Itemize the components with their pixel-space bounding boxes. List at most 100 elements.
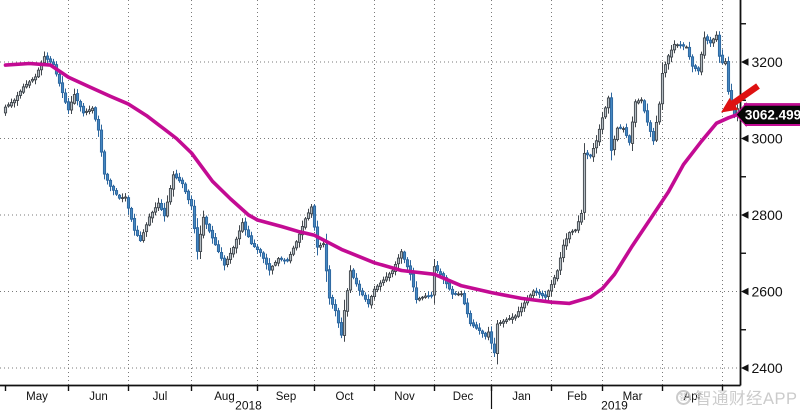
candle [414, 287, 419, 300]
candle [723, 61, 728, 65]
candle [267, 263, 272, 271]
candle [432, 266, 437, 296]
month-label: Oct [336, 391, 355, 403]
candle [156, 202, 161, 209]
candle [489, 331, 494, 344]
candle [621, 128, 626, 130]
candle [642, 100, 647, 112]
candle [495, 323, 500, 355]
candle [558, 257, 563, 271]
candle [108, 179, 113, 187]
candle [318, 244, 323, 248]
candle [225, 258, 230, 266]
month-label: Dec [453, 391, 474, 403]
candle [168, 188, 173, 203]
y-tick-arrow-icon [741, 364, 749, 372]
candle [609, 97, 614, 151]
candle [510, 316, 515, 320]
candle [78, 101, 83, 108]
candle [459, 293, 464, 296]
candle [570, 230, 575, 233]
candle [336, 310, 341, 324]
candle [456, 293, 461, 296]
candle [645, 110, 650, 123]
candle [147, 216, 152, 226]
candle [417, 297, 422, 301]
candle [720, 54, 725, 64]
year-label: 2019 [601, 399, 628, 411]
candle [252, 243, 257, 248]
candle [186, 190, 191, 201]
candle [564, 238, 569, 247]
candle [36, 69, 41, 78]
candle [573, 229, 578, 232]
candle [675, 44, 680, 47]
candle [516, 311, 521, 317]
candle [585, 152, 590, 156]
month-label: Aug [214, 391, 234, 403]
candle [402, 251, 407, 260]
candle [216, 244, 221, 252]
candle [378, 282, 383, 287]
candle [423, 295, 428, 298]
candle [72, 94, 77, 104]
month-label: Apr [684, 391, 702, 403]
y-tick-arrow-icon [741, 287, 749, 296]
month-label: Jun [89, 391, 108, 403]
candle [96, 119, 101, 131]
price-flag-value: 3062.499 [745, 107, 800, 122]
candle [66, 101, 71, 111]
candle [576, 221, 581, 231]
candle [690, 56, 695, 67]
candle [270, 265, 275, 271]
candle [618, 126, 623, 129]
candle [684, 46, 689, 49]
candle [372, 288, 377, 298]
y-tick-arrow-icon [741, 134, 749, 143]
candle [708, 39, 713, 44]
candle [450, 288, 455, 295]
candle [477, 327, 482, 331]
y-axis-label: 2400 [752, 360, 783, 376]
candle [678, 44, 683, 47]
candle [333, 304, 338, 312]
candle [552, 277, 557, 285]
month-label: Jul [153, 391, 168, 403]
candle [555, 270, 560, 280]
trend-arrow-shaft [731, 83, 760, 107]
candle [714, 34, 719, 41]
candle [45, 55, 50, 60]
candle [102, 151, 107, 175]
candle [201, 216, 206, 236]
candle [324, 244, 329, 272]
candle [381, 279, 386, 284]
candle [612, 138, 617, 151]
candle [261, 252, 266, 259]
candle [180, 179, 185, 185]
candle [165, 201, 170, 217]
candle [627, 135, 632, 143]
candle [465, 302, 470, 315]
candle [240, 222, 245, 232]
candle [663, 64, 668, 74]
candle [309, 206, 314, 215]
candle [534, 290, 539, 294]
candle [438, 271, 443, 275]
candle [219, 252, 224, 259]
candle [693, 65, 698, 69]
candle [648, 122, 653, 132]
month-label: Sep [276, 391, 296, 403]
y-axis-label: 3000 [752, 131, 783, 147]
candle [327, 269, 332, 299]
candle [411, 273, 416, 288]
candle [153, 207, 158, 213]
candle [681, 44, 686, 47]
candle [711, 38, 716, 44]
candle [21, 86, 26, 93]
candle [198, 233, 203, 252]
candle [183, 183, 188, 193]
candle [360, 290, 365, 296]
candle [177, 176, 182, 182]
y-axis-label: 2800 [752, 207, 783, 223]
candle [705, 36, 710, 41]
